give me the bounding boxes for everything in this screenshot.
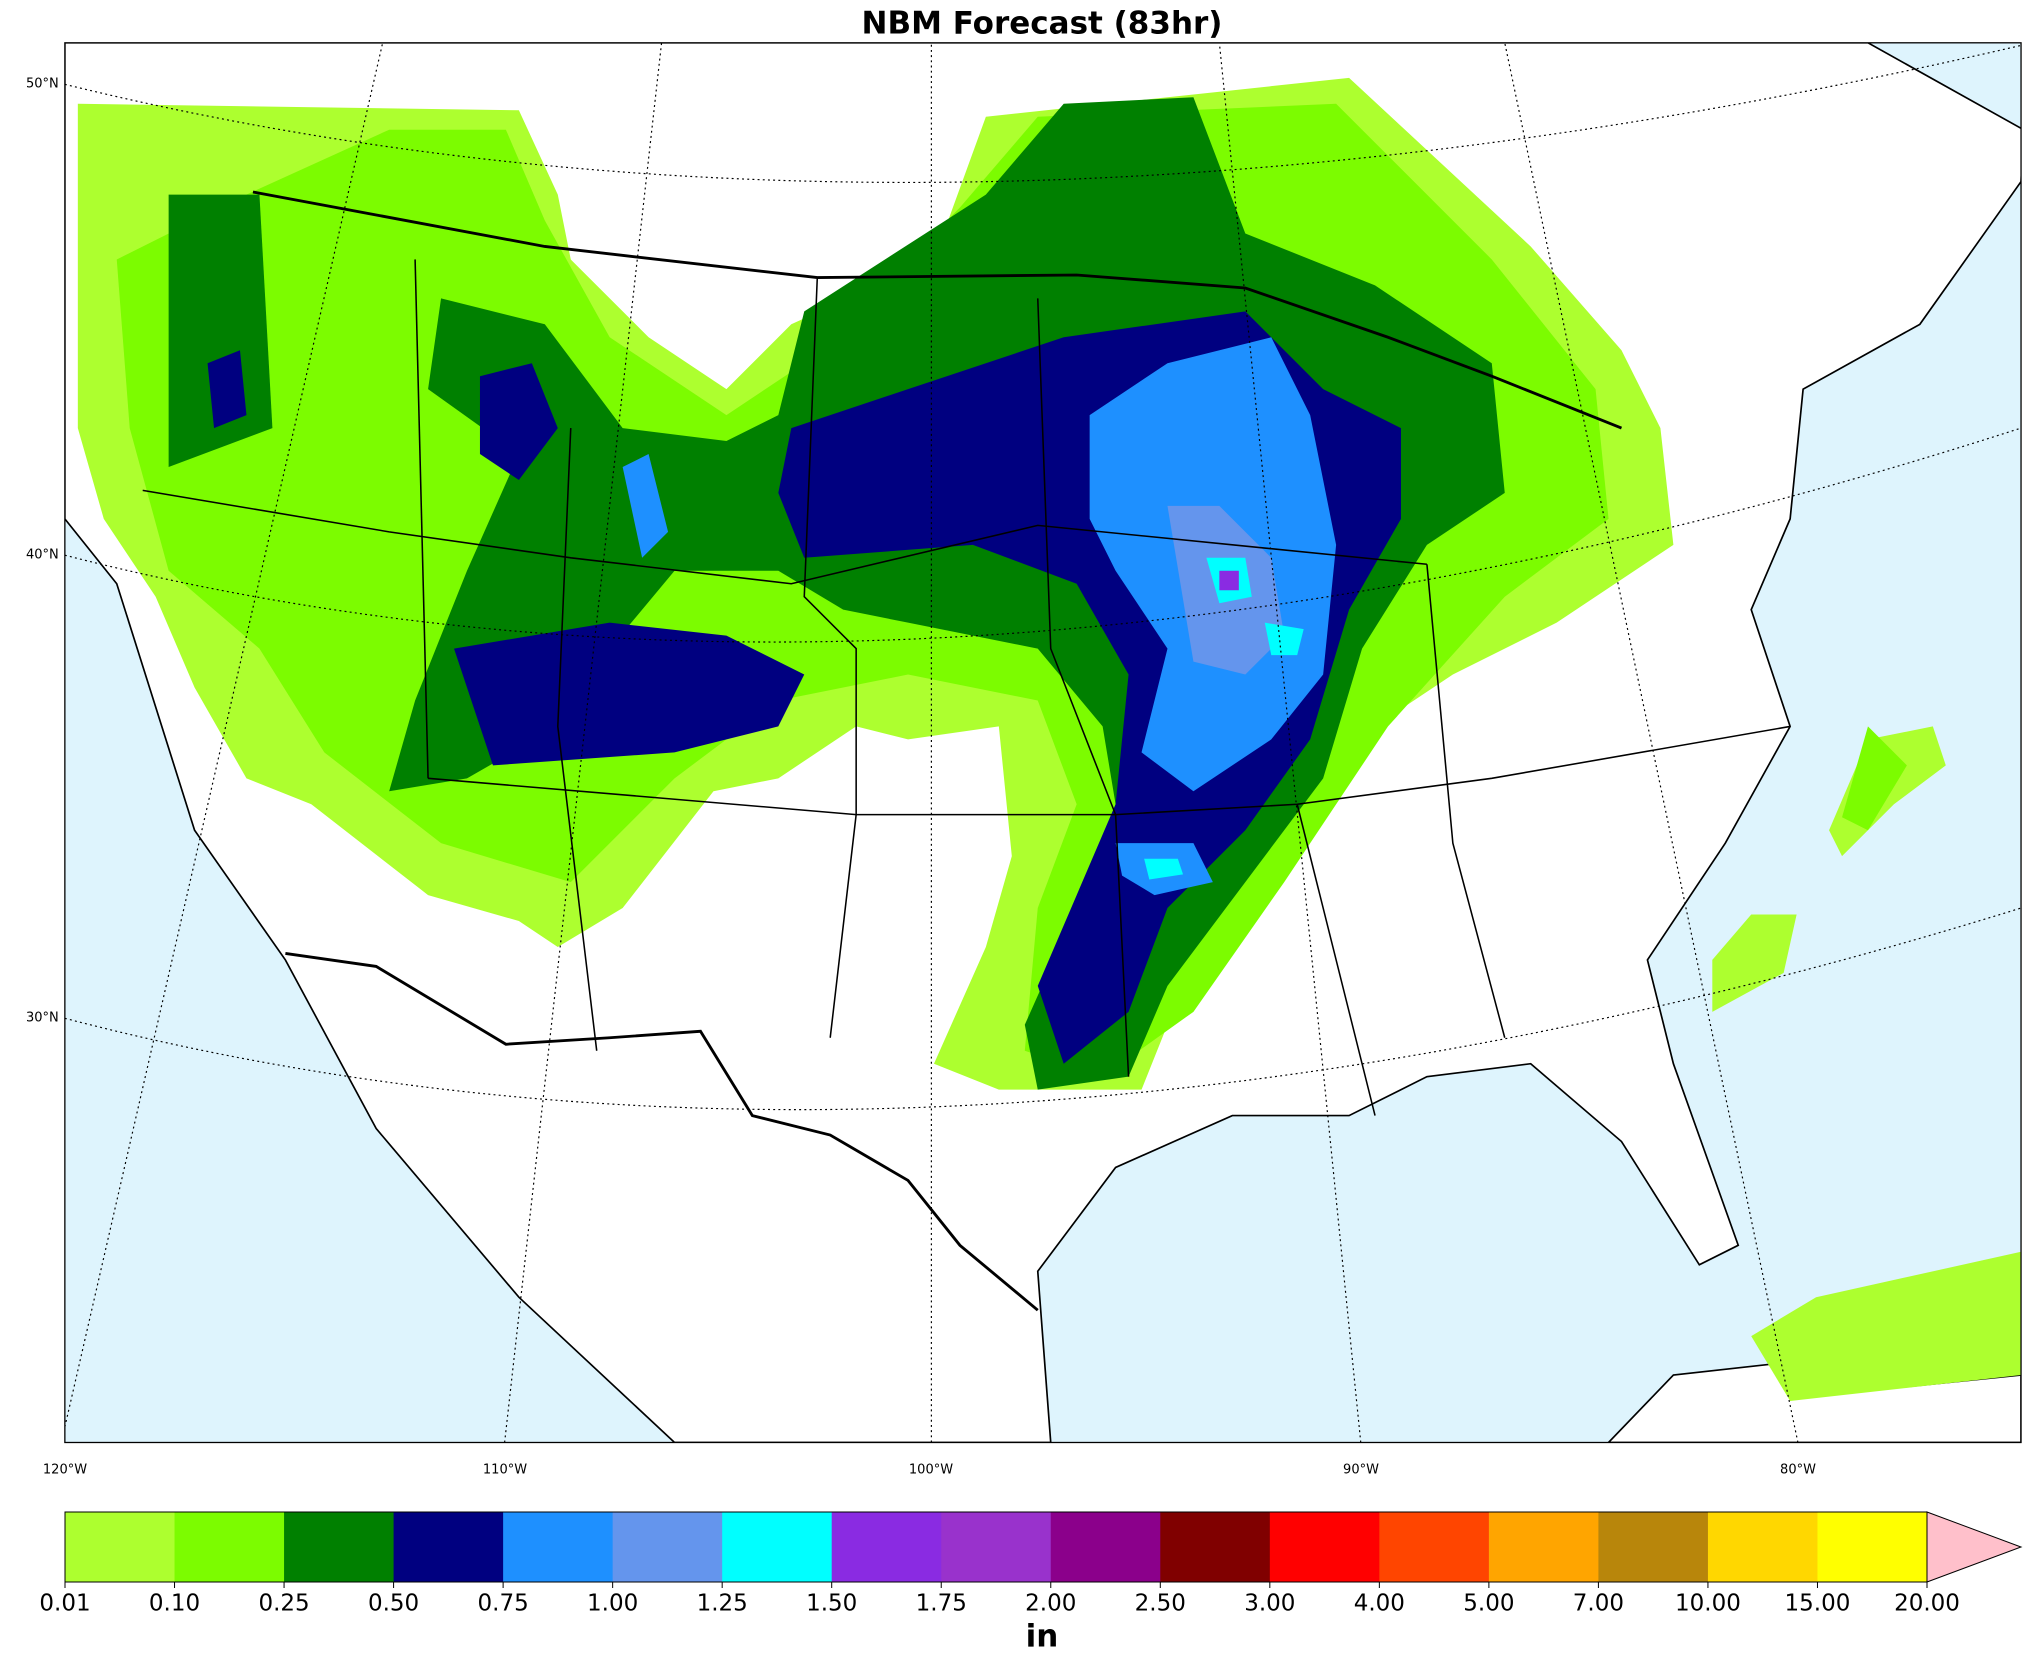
lat-label: 50°N <box>26 77 59 92</box>
precip-area <box>1219 570 1239 591</box>
colorbar-tick-label: 0.25 <box>258 1591 309 1617</box>
lon-label: 90°W <box>1343 1463 1379 1478</box>
colorbar-tick-label: 2.00 <box>1025 1591 1076 1617</box>
state-line <box>557 428 598 1051</box>
meridian <box>64 42 384 1428</box>
colorbar-box <box>1269 1512 1380 1582</box>
precip-area <box>622 454 669 558</box>
colorbar-box <box>1707 1512 1818 1582</box>
colorbar: 0.01 0.10 0.25 0.50 0.75 1.00 1.25 1.50 1.75 2.00… <box>39 1511 2023 1655</box>
border <box>285 952 1039 1312</box>
colorbar-box <box>393 1512 504 1582</box>
colorbar-box <box>722 1512 833 1582</box>
colorbar-box <box>941 1512 1052 1582</box>
colorbar-box <box>1488 1512 1599 1582</box>
colorbar-unit: in <box>1026 1619 1059 1655</box>
colorbar-tick-label: 2.50 <box>1135 1591 1186 1617</box>
colorbar-box <box>1160 1512 1271 1582</box>
colorbar-box <box>1817 1512 1928 1582</box>
map-frame <box>64 42 2022 1444</box>
state-lines <box>142 259 1791 1116</box>
precip-area <box>479 363 558 480</box>
precip-area <box>454 622 805 766</box>
state-line <box>414 259 429 779</box>
borders <box>252 190 1623 1312</box>
colorbar-box <box>612 1512 723 1582</box>
precip-area <box>1842 726 1907 831</box>
colorbar-frame <box>64 1511 1928 1583</box>
state-line <box>142 489 1427 585</box>
meridian <box>504 42 663 1443</box>
colorbar-tick-label: 15.00 <box>1785 1591 1851 1617</box>
map-title: NBM Forecast (83hr) <box>862 6 1223 42</box>
colorbar-box <box>174 1512 285 1582</box>
colorbar-tick-label: 1.50 <box>806 1591 857 1617</box>
meridian <box>1218 42 1362 1443</box>
colorbar-extension <box>1926 1511 2023 1583</box>
colorbar-box <box>65 1512 176 1582</box>
colorbar-tick-label: 20.00 <box>1894 1591 1960 1617</box>
colorbar-box <box>831 1512 942 1582</box>
colorbar-tick-label: 7.00 <box>1573 1591 1624 1617</box>
precip-area <box>1712 914 1797 1012</box>
colorbar-tick-label: 0.75 <box>478 1591 529 1617</box>
map <box>64 42 2022 1444</box>
state-line <box>1426 564 1506 1038</box>
colorbar-box <box>284 1512 395 1582</box>
precip-area <box>207 350 247 429</box>
precip-area <box>1751 1251 2022 1401</box>
colorbar-tick-label: 0.01 <box>39 1591 90 1617</box>
colorbar-box <box>1379 1512 1490 1582</box>
precip-area <box>1264 622 1304 656</box>
lat-label: 40°N <box>26 548 59 563</box>
state-line <box>1036 298 1130 1077</box>
colorbar-tick-label: 1.25 <box>697 1591 748 1617</box>
colorbar-box <box>1598 1512 1709 1582</box>
lat-label: 30°N <box>26 1011 59 1026</box>
state-line <box>1296 804 1376 1116</box>
graticule <box>64 42 2022 1443</box>
colorbar-tick-label: 0.50 <box>368 1591 419 1617</box>
colorbar-tick-label: 3.00 <box>1244 1591 1295 1617</box>
colorbar-tick-label: 4.00 <box>1354 1591 1405 1617</box>
colorbar-tick-label: 10.00 <box>1675 1591 1741 1617</box>
lon-label: 100°W <box>909 1463 953 1478</box>
colorbar-tick-label: 5.00 <box>1463 1591 1514 1617</box>
colorbar-tick-label: 1.75 <box>916 1591 967 1617</box>
lon-label: 110°W <box>483 1463 527 1478</box>
border <box>252 190 1623 430</box>
colorbar-box <box>503 1512 614 1582</box>
precip-area <box>168 194 273 467</box>
lon-label: 80°W <box>1780 1463 1816 1478</box>
colorbar-tick-label: 1.00 <box>587 1591 638 1617</box>
colorbar-tick-label: 0.10 <box>149 1591 200 1617</box>
lon-label: 120°W <box>43 1463 87 1478</box>
colorbar-box <box>1050 1512 1161 1582</box>
state-line <box>428 725 1791 816</box>
precip-area <box>1144 858 1184 880</box>
state-line <box>803 278 857 1038</box>
